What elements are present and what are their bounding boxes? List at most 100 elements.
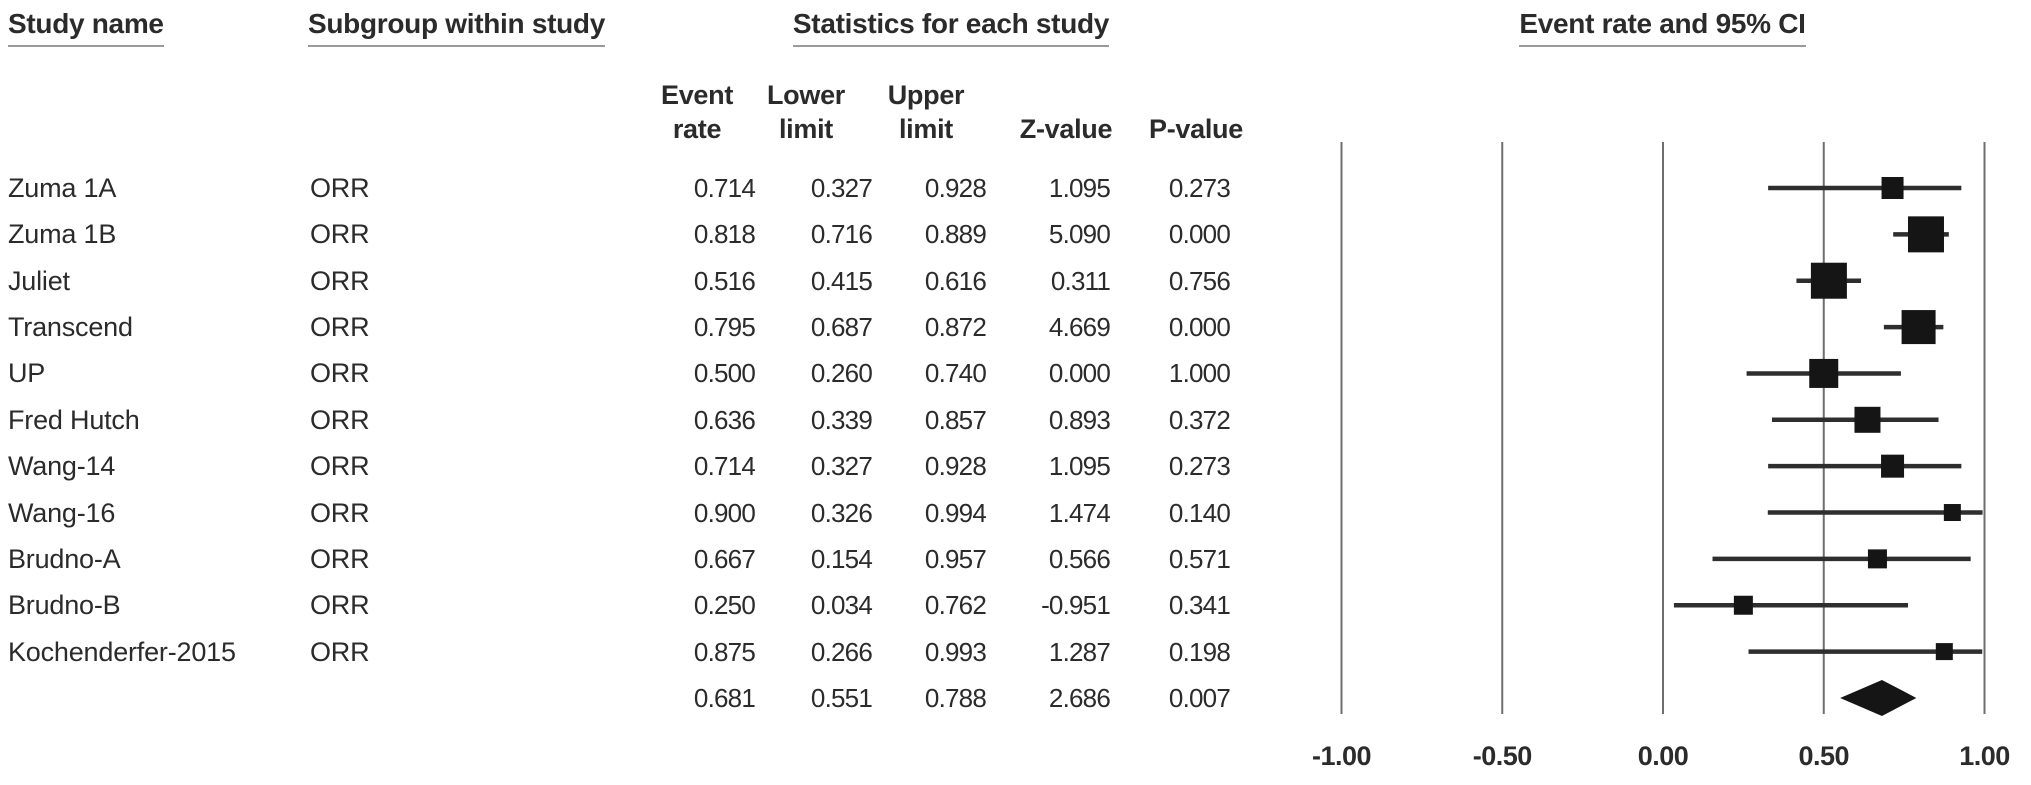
z-value-cell: 1.095 — [1048, 451, 1111, 482]
subgroup-cell: ORR — [310, 404, 370, 435]
x-axis-tick-label: 0.50 — [1798, 741, 1850, 771]
stat-header-line1: Lower — [766, 80, 845, 110]
event-rate-cell: 0.714 — [693, 173, 756, 203]
lower-limit-cell: 0.327 — [810, 451, 873, 482]
x-axis-tick-label: 0.00 — [1637, 741, 1689, 771]
event-rate-square-marker — [1867, 549, 1887, 569]
upper-limit-cell: 0.788 — [924, 682, 987, 713]
event-rate-cell: 0.900 — [693, 497, 756, 528]
upper-limit-cell: 0.740 — [924, 358, 987, 389]
subgroup-cell: ORR — [310, 219, 370, 250]
p-value-cell: 0.341 — [1168, 590, 1231, 621]
study-name-cell: Brudno-A — [8, 543, 121, 574]
lower-limit-cell: 0.260 — [810, 358, 873, 389]
p-value-cell: 0.007 — [1168, 682, 1231, 713]
event-rate-cell: 0.875 — [693, 636, 756, 667]
study-name-cell: Wang-16 — [8, 497, 116, 528]
z-value-cell: 4.669 — [1048, 312, 1111, 343]
stat-header-line2: limit — [778, 114, 833, 144]
lower-limit-cell: 0.415 — [810, 265, 873, 296]
event-rate-square-marker — [1881, 177, 1904, 199]
event-rate-cell: 0.516 — [693, 265, 756, 296]
stat-header-rate: Event rate — [617, 74, 777, 146]
event-rate-cell: 0.795 — [693, 312, 756, 343]
lower-limit-cell: 0.327 — [810, 173, 873, 203]
lower-limit-cell: 0.034 — [810, 590, 873, 621]
column-header-subgroup: Subgroup within study — [308, 8, 605, 52]
study-name-cell: Fred Hutch — [8, 404, 140, 435]
stat-header-line2: Z-value — [1019, 114, 1113, 144]
event-rate-square-marker — [1907, 216, 1944, 253]
stat-header-p-value: P-value — [1116, 74, 1276, 146]
subgroup-cell: ORR — [310, 636, 370, 667]
lower-limit-cell: 0.154 — [810, 543, 873, 574]
event-rate-cell: 0.714 — [693, 451, 756, 482]
p-value-cell: 0.273 — [1168, 451, 1231, 482]
p-value-cell: 0.571 — [1168, 543, 1231, 574]
study-name-cell: UP — [8, 358, 46, 389]
subgroup-cell: ORR — [310, 451, 370, 482]
p-value-cell: 0.198 — [1168, 636, 1231, 667]
event-rate-cell: 0.636 — [693, 404, 756, 435]
column-header-statistics-label: Statistics for each study — [792, 8, 1109, 47]
event-rate-square-marker — [1901, 310, 1936, 345]
z-value-cell: 1.095 — [1048, 173, 1111, 203]
column-header-study-name-label: Study name — [8, 8, 164, 47]
event-rate-cell: 0.500 — [693, 358, 756, 389]
study-name-cell: Wang-14 — [8, 451, 116, 482]
column-header-statistics: Statistics for each study — [640, 8, 1262, 52]
z-value-cell: 0.000 — [1048, 358, 1111, 389]
study-name-cell: Kochenderfer-2015 — [8, 636, 236, 667]
subgroup-cell: ORR — [310, 358, 370, 389]
event-rate-square-marker — [1943, 504, 1961, 522]
upper-limit-cell: 0.616 — [924, 265, 987, 296]
stat-header-line2: rate — [672, 114, 722, 144]
upper-limit-cell: 0.857 — [924, 404, 987, 435]
study-name-cell: Zuma 1B — [8, 219, 117, 250]
subgroup-cell: ORR — [310, 312, 370, 343]
event-rate-square-marker — [1810, 262, 1847, 299]
event-rate-cell: 0.818 — [693, 219, 756, 250]
column-header-event-rate-ci-label: Event rate and 95% CI — [1519, 8, 1806, 47]
study-name-cell: Brudno-B — [8, 590, 121, 621]
z-value-cell: 5.090 — [1048, 219, 1111, 250]
lower-limit-cell: 0.687 — [810, 312, 873, 343]
event-rate-cell: 0.681 — [693, 682, 756, 713]
stat-header-limit: Lower limit — [726, 74, 886, 146]
event-rate-cell: 0.667 — [693, 543, 756, 574]
z-value-cell: 2.686 — [1048, 682, 1111, 713]
subgroup-cell: ORR — [310, 265, 370, 296]
p-value-cell: 0.140 — [1168, 497, 1231, 528]
stat-header-line1: Event — [660, 80, 734, 110]
event-rate-square-marker — [1881, 454, 1905, 478]
stat-header-line1: Upper — [887, 80, 965, 110]
lower-limit-cell: 0.339 — [810, 404, 873, 435]
upper-limit-cell: 0.994 — [924, 497, 987, 528]
upper-limit-cell: 0.762 — [924, 590, 987, 621]
subgroup-cell: ORR — [310, 590, 370, 621]
z-value-cell: 1.474 — [1048, 497, 1111, 528]
subgroup-cell: ORR — [310, 543, 370, 574]
stat-header-line2: limit — [898, 114, 953, 144]
lower-limit-cell: 0.716 — [810, 219, 873, 250]
z-value-cell: 0.311 — [1050, 265, 1111, 296]
stat-header-z-value: Z-value — [986, 74, 1146, 146]
p-value-cell: 0.372 — [1168, 404, 1231, 435]
p-value-cell: 1.000 — [1168, 358, 1231, 389]
z-value-cell: -0.951 — [1041, 590, 1111, 621]
x-axis-tick-label: 1.00 — [1959, 741, 2010, 771]
upper-limit-cell: 0.872 — [924, 312, 987, 343]
x-axis-tick-label: -0.50 — [1472, 741, 1533, 771]
event-rate-square-marker — [1809, 358, 1839, 388]
stat-header-line2: P-value — [1149, 114, 1243, 144]
study-name-cell: Zuma 1A — [8, 173, 117, 203]
upper-limit-cell: 0.993 — [924, 636, 987, 667]
lower-limit-cell: 0.551 — [810, 682, 873, 713]
p-value-cell: 0.756 — [1168, 265, 1231, 296]
z-value-cell: 0.893 — [1048, 404, 1111, 435]
column-header-event-rate-ci: Event rate and 95% CI — [1341, 8, 1984, 52]
lower-limit-cell: 0.326 — [810, 497, 873, 528]
z-value-cell: 1.287 — [1048, 636, 1111, 667]
subgroup-cell: ORR — [310, 497, 370, 528]
event-rate-square-marker — [1935, 643, 1953, 661]
